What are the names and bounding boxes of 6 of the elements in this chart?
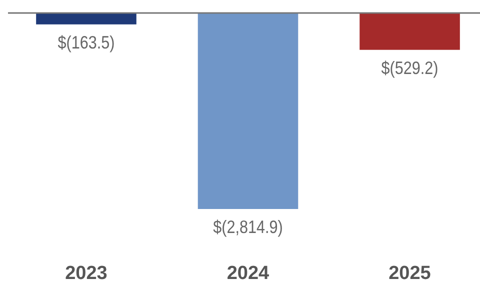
x-tick-label: 2025 — [388, 263, 432, 284]
data-label: $(2,814.9) — [213, 216, 283, 238]
x-tick-label: 2023 — [65, 263, 108, 284]
x-tick-label: 2024 — [226, 263, 270, 284]
data-label: $(163.5) — [58, 32, 115, 53]
data-label: $(529.2) — [381, 58, 438, 78]
